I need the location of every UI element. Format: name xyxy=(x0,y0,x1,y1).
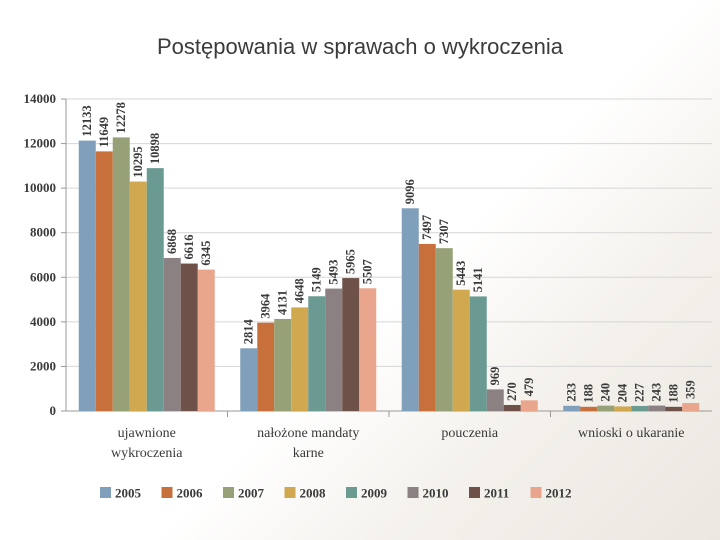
legend-label: 2006 xyxy=(177,486,204,501)
data-label: 188 xyxy=(667,384,681,403)
bar-2007 xyxy=(274,318,292,411)
bar-2012 xyxy=(682,402,700,411)
bar-2011 xyxy=(503,404,521,411)
bar-2012 xyxy=(197,269,215,411)
data-label: 969 xyxy=(488,367,502,386)
data-label: 479 xyxy=(522,378,536,397)
data-label: 188 xyxy=(582,384,596,403)
bar-2009 xyxy=(631,405,649,411)
bar-2008 xyxy=(452,289,470,411)
data-label: 6616 xyxy=(182,235,196,260)
legend-label: 2008 xyxy=(300,486,327,501)
y-tick-label: 4000 xyxy=(30,314,56,329)
bar-2009 xyxy=(146,168,164,411)
data-label: 10898 xyxy=(148,133,162,164)
category-label: wnioski o ukaranie xyxy=(578,426,685,441)
data-label: 11649 xyxy=(97,117,111,148)
y-tick-label: 8000 xyxy=(30,225,56,240)
bar-2009 xyxy=(308,296,326,411)
y-tick-label: 6000 xyxy=(30,269,56,284)
bar-2012 xyxy=(359,288,377,411)
category-label: ujawnione xyxy=(118,426,176,441)
data-label: 6345 xyxy=(199,241,213,266)
data-label: 359 xyxy=(684,380,698,399)
bar-2010 xyxy=(486,389,504,411)
legend-swatch-2006 xyxy=(161,487,173,498)
bar-2011 xyxy=(665,406,683,411)
data-label: 5507 xyxy=(361,259,375,284)
bar-2005 xyxy=(78,140,96,411)
data-label: 240 xyxy=(599,383,613,402)
data-label: 243 xyxy=(650,383,664,402)
legend-label: 2012 xyxy=(546,486,572,501)
data-label: 5443 xyxy=(454,261,468,286)
legend-label: 2010 xyxy=(423,486,449,501)
data-label: 233 xyxy=(565,383,579,402)
legend-label: 2007 xyxy=(238,486,265,501)
bar-2007 xyxy=(112,137,130,411)
legend-swatch-2011 xyxy=(469,487,480,498)
bar-2006 xyxy=(418,243,436,411)
data-label: 5493 xyxy=(327,260,341,285)
data-label: 7497 xyxy=(420,215,434,240)
data-label: 10295 xyxy=(131,146,145,177)
legend-swatch-2012 xyxy=(530,487,542,498)
bar-2007 xyxy=(597,405,615,411)
data-label: 4131 xyxy=(276,290,290,315)
data-label: 12278 xyxy=(114,102,128,133)
bar-2005 xyxy=(401,208,419,411)
bar-2009 xyxy=(469,296,487,411)
legend-swatch-2005 xyxy=(100,487,111,498)
category-label: nałożone mandaty xyxy=(257,426,359,441)
bar-2006 xyxy=(257,322,275,411)
legend-label: 2009 xyxy=(361,486,388,501)
data-label: 6868 xyxy=(165,229,179,254)
legend-swatch-2009 xyxy=(346,487,357,498)
category-label: wykroczenia xyxy=(111,446,183,461)
bar-2011 xyxy=(342,278,360,411)
y-tick-label: 14000 xyxy=(24,91,57,106)
bar-2006 xyxy=(580,406,598,411)
data-label: 9096 xyxy=(403,179,417,204)
category-label: pouczenia xyxy=(441,426,499,441)
y-tick-label: 0 xyxy=(50,403,57,418)
data-label: 5149 xyxy=(310,267,324,292)
page-title: Postępowania w sprawach o wykroczenia xyxy=(157,34,563,59)
y-tick-label: 12000 xyxy=(24,136,57,151)
data-label: 5965 xyxy=(344,249,358,274)
legend-label: 2011 xyxy=(484,486,509,501)
bar-2005 xyxy=(563,405,581,411)
y-tick-label: 10000 xyxy=(24,180,57,195)
bar-2010 xyxy=(163,257,181,411)
legend-swatch-2010 xyxy=(407,487,419,498)
bar-2007 xyxy=(435,248,453,411)
bar-2011 xyxy=(180,263,198,411)
bar-2006 xyxy=(95,151,113,411)
legend-swatch-2007 xyxy=(223,487,234,498)
bar-2010 xyxy=(648,405,666,411)
data-label: 4648 xyxy=(293,278,307,303)
legend-label: 2005 xyxy=(115,486,142,501)
legend-swatch-2008 xyxy=(284,487,296,498)
data-label: 2814 xyxy=(242,319,256,345)
bar-2008 xyxy=(129,181,147,411)
data-label: 5141 xyxy=(471,267,485,292)
data-label: 3964 xyxy=(259,293,273,319)
bar-2005 xyxy=(240,348,258,411)
bar-2008 xyxy=(614,406,632,411)
y-tick-label: 2000 xyxy=(30,358,56,373)
data-label: 227 xyxy=(633,383,647,402)
data-label: 270 xyxy=(505,382,519,401)
category-label: karne xyxy=(293,446,324,461)
bar-2012 xyxy=(520,400,538,411)
bar-2008 xyxy=(291,307,309,411)
data-label: 204 xyxy=(616,383,630,403)
bar-2010 xyxy=(325,288,343,411)
data-label: 7307 xyxy=(437,219,451,244)
data-label: 12133 xyxy=(80,105,94,136)
